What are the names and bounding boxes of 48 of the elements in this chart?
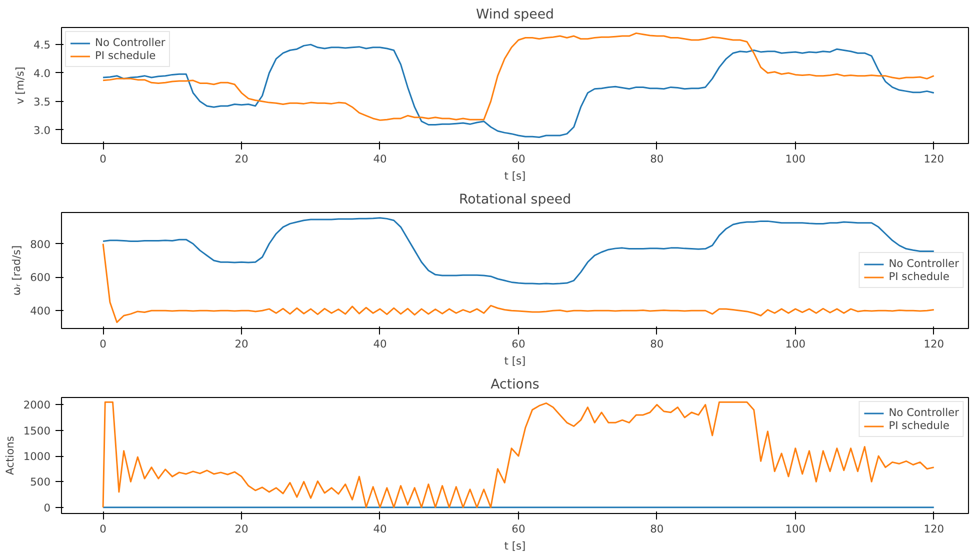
- x-tick-label: 60: [512, 152, 526, 166]
- legend-label: No Controller: [888, 406, 959, 419]
- legend-label: PI schedule: [888, 419, 950, 432]
- y-tick-label: 3.5: [34, 95, 51, 108]
- x-tick-label: 80: [650, 152, 664, 166]
- y-tick-label: 400: [30, 304, 51, 318]
- legend-label: No Controller: [888, 257, 959, 270]
- x-tick-label: 120: [924, 338, 944, 350]
- y-axis-title: ωᵣ [rad/s]: [10, 245, 24, 296]
- x-tick-label: 100: [785, 338, 806, 350]
- chart-title: Rotational speed: [458, 192, 572, 208]
- y-tick-label: 3.0: [34, 124, 51, 137]
- x-tick-label: 120: [924, 522, 944, 536]
- x-tick-label: 120: [924, 152, 944, 166]
- x-tick-label: 0: [100, 522, 107, 536]
- y-axis-title: v [m/s]: [14, 66, 27, 104]
- x-tick-label: 100: [785, 522, 806, 536]
- legend-label: PI schedule: [95, 49, 156, 62]
- y-tick-label: 4.0: [34, 66, 51, 80]
- x-axis-title: t [s]: [504, 354, 526, 368]
- y-tick-label: 2000: [23, 398, 51, 412]
- legend-label: PI schedule: [888, 270, 950, 283]
- x-tick-label: 80: [650, 338, 664, 350]
- x-tick-label: 0: [100, 152, 107, 166]
- y-tick-label: 500: [30, 476, 51, 489]
- x-axis-title: t [s]: [504, 540, 526, 552]
- x-tick-label: 20: [234, 522, 249, 536]
- x-tick-label: 60: [512, 338, 526, 350]
- y-tick-label: 4.5: [34, 38, 51, 52]
- x-tick-label: 100: [785, 152, 806, 166]
- x-tick-label: 60: [512, 522, 526, 536]
- y-tick-label: 1500: [23, 424, 51, 438]
- x-tick-label: 0: [100, 338, 107, 350]
- x-tick-label: 40: [373, 522, 387, 536]
- x-tick-label: 20: [234, 152, 249, 166]
- y-tick-label: 0: [44, 501, 51, 514]
- x-tick-label: 20: [234, 338, 249, 350]
- x-axis-title: t [s]: [504, 170, 526, 182]
- chart-title: Actions: [490, 378, 540, 392]
- y-tick-label: 600: [30, 271, 51, 284]
- y-axis-title: Actions: [3, 436, 16, 475]
- x-tick-label: 80: [650, 522, 664, 536]
- x-tick-label: 40: [373, 152, 387, 166]
- chart-title: Wind speed: [476, 8, 554, 22]
- legend-label: No Controller: [95, 36, 166, 49]
- y-tick-label: 1000: [23, 450, 51, 464]
- x-tick-label: 40: [373, 338, 387, 350]
- y-tick-label: 800: [30, 238, 51, 251]
